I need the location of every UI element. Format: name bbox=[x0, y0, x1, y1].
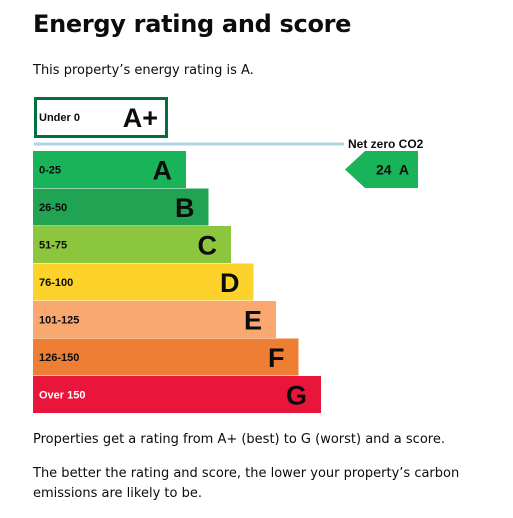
band-e bbox=[33, 301, 276, 338]
band-g-letter: G bbox=[286, 381, 307, 411]
band-b bbox=[33, 188, 209, 226]
band-g-range: Over 150 bbox=[39, 390, 85, 402]
rating-scale-note: Properties get a rating from A+ (best) t… bbox=[33, 432, 445, 447]
band-g bbox=[33, 376, 321, 413]
current-rating-arrow bbox=[345, 151, 418, 188]
current-score-label: 24 A bbox=[376, 162, 409, 178]
band-a-plus-letter: A+ bbox=[123, 103, 158, 133]
net-zero-label: Net zero CO2 bbox=[348, 137, 424, 151]
rating-summary: This property’s energy rating is A. bbox=[33, 63, 254, 78]
page-title: Energy rating and score bbox=[33, 10, 352, 38]
energy-rating-chart: Net zero CO2 Under 0 A+ 0-25 A 26-50 B 51-75 C 7… bbox=[33, 97, 424, 413]
band-a-plus bbox=[34, 97, 168, 138]
band-d-range: 76-100 bbox=[39, 277, 73, 289]
band-b-range: 26-50 bbox=[39, 202, 67, 214]
band-d bbox=[33, 263, 254, 301]
current-rating-marker: 24 A bbox=[345, 151, 418, 188]
band-f-letter: F bbox=[268, 343, 285, 373]
band-a bbox=[33, 151, 186, 188]
rating-bands: Under 0 A+ 0-25 A 26-50 B 51-75 C 76-100 D 101-125… bbox=[33, 97, 321, 413]
band-b-letter: B bbox=[175, 193, 195, 223]
band-a-plus-range: Under 0 bbox=[39, 112, 80, 124]
band-c-range: 51-75 bbox=[39, 240, 67, 252]
band-e-letter: E bbox=[244, 306, 262, 336]
emissions-note: The better the rating and score, the low… bbox=[33, 466, 460, 501]
band-f bbox=[33, 338, 299, 376]
band-f-range: 126-150 bbox=[39, 352, 79, 364]
net-zero-group: Net zero CO2 bbox=[34, 137, 424, 151]
band-a-range: 0-25 bbox=[39, 165, 61, 177]
band-a-letter: A bbox=[153, 156, 173, 186]
band-c-letter: C bbox=[198, 231, 218, 261]
band-e-range: 101-125 bbox=[39, 315, 79, 327]
band-c bbox=[33, 226, 231, 263]
band-d-letter: D bbox=[220, 268, 240, 298]
